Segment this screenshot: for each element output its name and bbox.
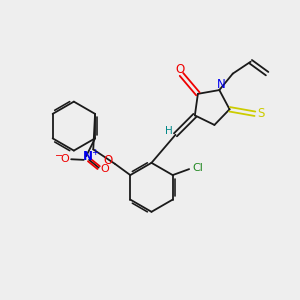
Text: S: S [257, 107, 265, 120]
Text: H: H [165, 126, 173, 136]
Text: O: O [176, 63, 184, 76]
Text: +: + [91, 148, 98, 157]
Text: Cl: Cl [192, 163, 203, 172]
Text: O: O [60, 154, 69, 164]
Text: −: − [55, 151, 63, 161]
Text: O: O [100, 164, 109, 174]
Text: O: O [103, 154, 113, 167]
Text: N: N [82, 150, 93, 163]
Text: N: N [216, 78, 225, 91]
